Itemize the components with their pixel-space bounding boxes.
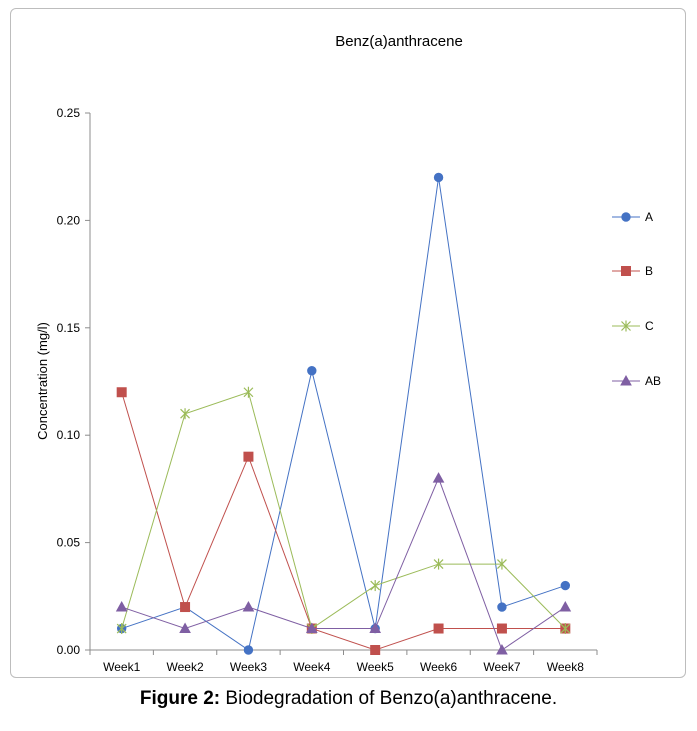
legend-item-c: C <box>612 319 654 333</box>
legend-label: AB <box>645 374 661 388</box>
caption-label: Figure 2: <box>139 688 221 709</box>
data-point <box>115 601 128 612</box>
series-ab <box>115 472 572 655</box>
x-tick-label: Week8 <box>547 660 584 674</box>
data-point <box>305 622 318 634</box>
data-point <box>370 645 381 655</box>
series-layer <box>115 172 572 655</box>
data-point <box>496 643 508 655</box>
legend-item-a: A <box>612 210 653 224</box>
legend-label: B <box>645 264 653 278</box>
legend-item-ab: AB <box>612 374 661 388</box>
x-tick-label: Week2 <box>166 660 203 674</box>
legend-label: A <box>645 210 653 224</box>
y-tick-label: 0.25 <box>57 106 81 120</box>
data-point <box>560 580 571 591</box>
data-point <box>180 408 190 420</box>
y-tick-label: 0.10 <box>57 428 81 442</box>
x-tick-label: Week1 <box>103 660 140 674</box>
series-c <box>116 386 571 635</box>
data-point <box>559 601 572 612</box>
chart-title: Benz(a)anthracene <box>335 33 463 50</box>
legend-marker <box>621 266 631 276</box>
y-tick-label: 0.15 <box>57 321 81 335</box>
data-point <box>307 366 317 376</box>
data-point <box>433 172 444 183</box>
x-tick-label: Week3 <box>230 660 267 674</box>
data-point <box>243 645 254 655</box>
x-tick-label: Week7 <box>483 660 520 674</box>
x-tick-label: Week4 <box>293 660 330 674</box>
x-tick-label: Week5 <box>357 660 394 674</box>
chart-frame <box>10 8 686 678</box>
data-point <box>243 451 254 462</box>
y-axis-label: Concentration (mg/l) <box>35 322 50 440</box>
line-chart: Benz(a)anthracene Concentration (mg/l) 0… <box>35 33 661 674</box>
legend-marker <box>621 212 631 222</box>
data-point <box>496 623 507 634</box>
figure-caption: Figure 2: Biodegradation of Benzo(a)anth… <box>0 688 697 710</box>
data-point <box>497 602 507 612</box>
legend-label: C <box>645 319 654 333</box>
x-tick-label: Week6 <box>420 660 457 674</box>
legend-marker <box>621 320 631 332</box>
y-tick-label: 0.05 <box>57 536 81 550</box>
data-point <box>179 622 191 634</box>
legend-marker <box>620 374 632 386</box>
data-point <box>116 623 127 635</box>
caption-text: Biodegradation of Benzo(a)anthracene. <box>220 688 558 709</box>
series-line <box>121 177 566 651</box>
data-point <box>433 558 444 570</box>
y-tick-label: 0.20 <box>57 213 81 227</box>
series-line <box>121 392 566 651</box>
y-tick-label: 0.00 <box>57 643 81 657</box>
data-point <box>369 622 382 634</box>
data-point <box>242 601 255 612</box>
data-point <box>497 558 507 570</box>
series-line <box>121 391 566 630</box>
legend-item-b: B <box>612 264 653 278</box>
data-point <box>560 623 571 635</box>
data-point <box>180 602 191 613</box>
data-point <box>433 623 444 634</box>
series-line <box>121 476 566 651</box>
data-point <box>370 580 381 592</box>
axes: 0.00 0.05 0.10 0.15 0.20 0.25 Week1 Week2 Week3 W… <box>57 106 598 674</box>
data-point <box>116 387 127 398</box>
data-point <box>243 386 254 398</box>
data-point <box>432 472 445 483</box>
series-b <box>116 387 571 655</box>
